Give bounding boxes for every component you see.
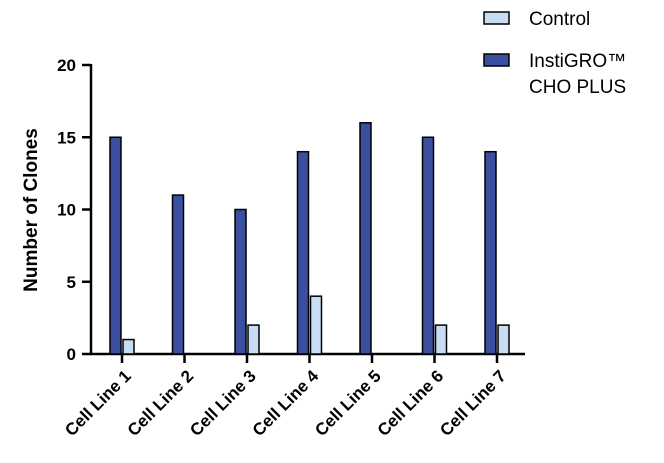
y-tick-label: 5	[67, 273, 76, 292]
x-tick-label: Cell Line 6	[374, 366, 448, 440]
x-tick-label: Cell Line 3	[186, 366, 260, 440]
bar-instigro	[296, 150, 310, 355]
legend-label: InstiGRO™	[529, 51, 626, 72]
x-tick-label: Cell Line 5	[311, 366, 385, 440]
legend-label-line2: CHO PLUS	[529, 77, 626, 98]
bar-control	[497, 324, 510, 355]
bar-instigro	[109, 136, 122, 355]
bar-control	[434, 324, 448, 355]
bar-instigro	[484, 150, 497, 355]
bar-instigro	[234, 208, 247, 355]
x-tick-label: Cell Line 4	[249, 366, 323, 440]
bar-instigro	[359, 122, 372, 355]
x-tick-label: Cell Line 7	[436, 366, 510, 440]
x-tick-label: Cell Line 2	[124, 366, 198, 440]
x-tick-label: Cell Line 1	[61, 366, 135, 440]
y-tick-label: 10	[57, 201, 76, 220]
bar-control	[309, 295, 323, 355]
bar-instigro	[171, 194, 185, 355]
legend-swatch	[483, 53, 510, 67]
y-tick-label: 0	[67, 345, 76, 364]
y-tick-label: 15	[57, 128, 76, 147]
legend: Control InstiGRO™ CHO PLUS	[483, 9, 626, 98]
legend-swatch	[483, 11, 510, 25]
y-tick-label: 20	[57, 56, 76, 75]
bar-control	[247, 324, 260, 355]
bar-instigro	[421, 136, 435, 355]
y-axis-title: Number of Clones	[21, 128, 42, 292]
legend-label: Control	[529, 9, 590, 30]
bar-control	[122, 338, 135, 355]
